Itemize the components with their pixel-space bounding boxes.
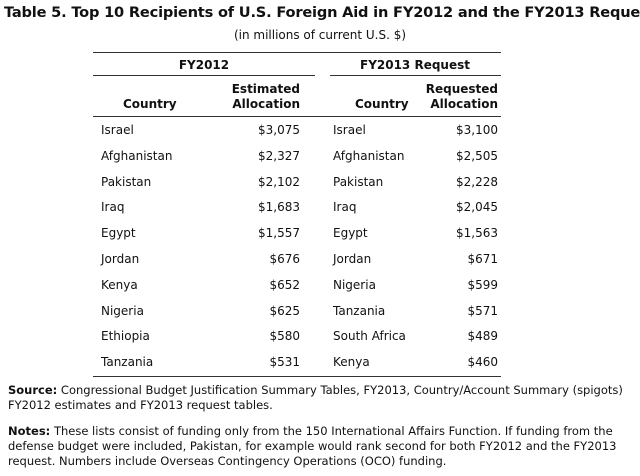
amount-cell: $460 [467,355,498,370]
column-header: Allocation [232,97,300,111]
country-cell: Afghanistan [101,148,173,163]
amount-cell: $3,075 [258,123,300,137]
country-cell: Nigeria [101,303,144,318]
country-cell: Pakistan [101,174,152,189]
column-header: Country [355,97,409,111]
amount-cell: $625 [269,303,300,318]
amount-cell: $2,102 [258,174,300,189]
amount-cell: $671 [467,252,498,266]
country-cell: Tanzania [333,303,386,318]
amount-cell: $2,228 [456,174,498,189]
country-cell: Jordan [333,252,372,266]
amount-cell: $2,045 [456,200,498,215]
title: Table 5. Top 10 Recipients of U.S. Forei… [4,4,640,21]
amount-cell: $1,683 [258,200,300,215]
country-cell: Jordan [101,252,140,266]
country-cell: South Africa [333,329,406,344]
country-cell: Egypt [333,226,368,241]
country-cell: Pakistan [333,174,384,189]
amount-cell: $580 [269,329,300,344]
header-rule [93,116,501,117]
amount-cell: $571 [467,303,498,318]
source-label: Source: [8,383,58,397]
amount-cell: $2,505 [456,148,498,163]
source-text: Congressional Budget Justification Summa… [8,383,623,412]
top-rule [93,52,501,53]
amount-cell: $1,563 [456,226,498,241]
amount-cell: $3,100 [456,123,498,137]
country-cell: Tanzania [101,355,154,370]
country-cell: Nigeria [333,277,376,292]
country-cell: Israel [333,123,366,137]
source: Source: Congressional Budget Justificati… [8,383,630,413]
amount-cell: $652 [269,277,300,292]
group-header: FY2013 Request [360,58,470,72]
group-rule [330,75,501,76]
amount-cell: $489 [467,329,498,344]
column-header: Country [123,97,177,111]
notes-text: These lists consist of funding only from… [8,424,617,468]
amount-cell: $2,327 [258,148,300,163]
country-cell: Iraq [101,200,125,215]
country-cell: Israel [101,123,134,137]
country-cell: Egypt [101,226,136,241]
subtitle: (in millions of current U.S. $) [233,28,407,42]
amount-cell: $531 [269,355,300,370]
notes-label: Notes: [8,424,51,438]
column-header: Estimated [231,82,300,96]
country-cell: Ethiopia [101,329,150,344]
amount-cell: $599 [467,277,498,292]
country-cell: Iraq [333,200,357,215]
country-cell: Kenya [101,277,138,292]
amount-cell: $676 [269,252,300,266]
amount-cell: $1,557 [258,226,300,241]
group-rule [93,75,315,76]
country-cell: Afghanistan [333,148,405,163]
notes: Notes: These lists consist of funding on… [8,424,630,469]
group-header: FY2012 [178,58,230,72]
bottom-rule [93,376,501,377]
column-header: Requested [425,82,498,96]
column-header: Allocation [430,97,498,111]
country-cell: Kenya [333,355,370,370]
